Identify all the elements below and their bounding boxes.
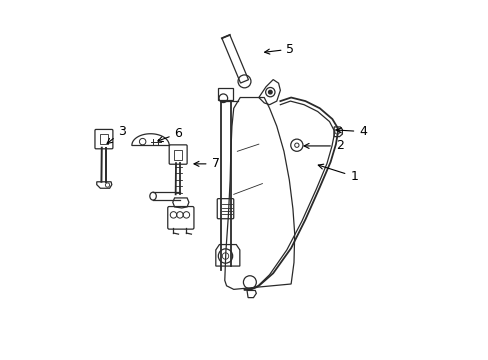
Text: 6: 6 xyxy=(158,127,182,141)
Text: 5: 5 xyxy=(264,42,294,55)
Text: 7: 7 xyxy=(194,157,219,170)
Text: 1: 1 xyxy=(318,164,357,183)
Circle shape xyxy=(268,90,271,94)
Text: 4: 4 xyxy=(336,125,366,138)
Text: 3: 3 xyxy=(107,125,126,143)
Text: 2: 2 xyxy=(304,139,343,152)
